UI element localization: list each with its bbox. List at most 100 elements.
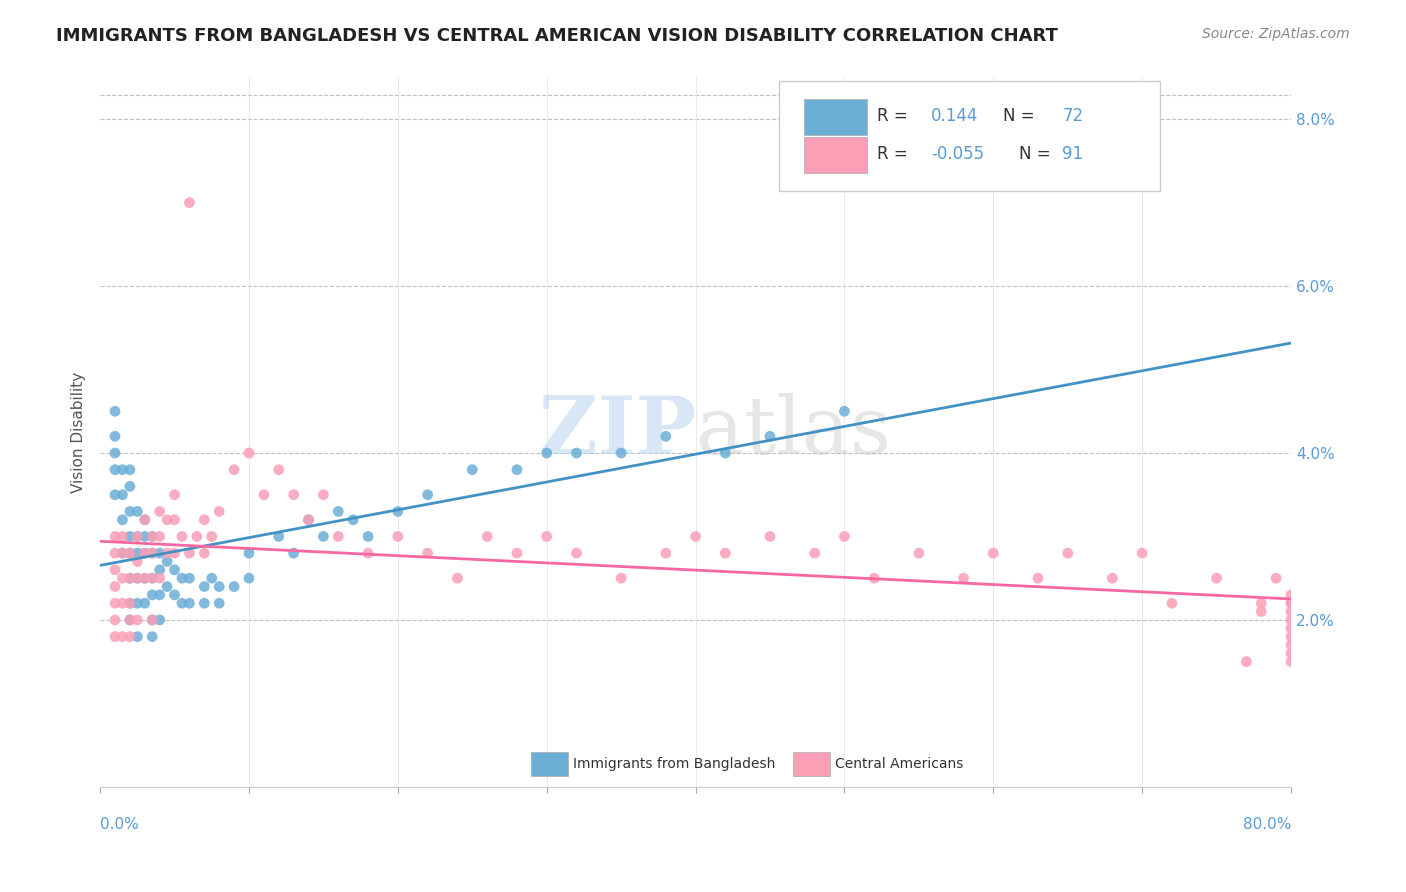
Point [104,596,127,610]
Point [104,429,127,443]
Point [156,554,179,568]
Point [111,596,134,610]
Point [759,529,782,543]
Point [1279,588,1302,602]
Text: R =: R = [876,107,912,126]
Point [163,563,186,577]
Point [759,429,782,443]
Point [1279,596,1302,610]
Point [238,546,260,560]
Point [328,529,350,543]
Text: 0.144: 0.144 [931,107,979,126]
Point [475,529,498,543]
Point [1279,655,1302,669]
Point [267,463,290,477]
Point [297,513,319,527]
Text: 91: 91 [1063,145,1084,163]
Point [1279,646,1302,660]
Point [156,580,179,594]
Point [342,513,364,527]
Point [1265,571,1288,585]
Point [685,529,707,543]
Point [312,529,335,543]
Point [610,446,633,460]
Point [111,529,134,543]
Text: 72: 72 [1063,107,1084,126]
Point [1279,596,1302,610]
Point [416,546,439,560]
Point [1279,613,1302,627]
Point [193,546,215,560]
Text: Central Americans: Central Americans [835,757,963,772]
FancyBboxPatch shape [779,81,1160,191]
Point [104,546,127,560]
Point [536,446,558,460]
FancyBboxPatch shape [793,752,830,776]
Point [163,588,186,602]
Point [134,571,156,585]
Point [118,571,141,585]
Point [387,504,409,518]
Point [201,529,224,543]
Point [506,546,529,560]
Point [803,546,825,560]
Point [127,554,149,568]
Point [208,504,231,518]
Point [134,513,156,527]
Point [111,546,134,560]
Point [163,546,186,560]
Point [834,529,856,543]
Text: IMMIGRANTS FROM BANGLADESH VS CENTRAL AMERICAN VISION DISABILITY CORRELATION CHA: IMMIGRANTS FROM BANGLADESH VS CENTRAL AM… [56,27,1059,45]
Text: 80.0%: 80.0% [1243,817,1291,832]
Point [193,596,215,610]
Point [179,571,201,585]
Point [149,529,172,543]
Point [111,513,134,527]
Point [193,513,215,527]
Text: Immigrants from Bangladesh: Immigrants from Bangladesh [572,757,775,772]
Point [170,571,193,585]
Point [170,596,193,610]
Point [565,546,588,560]
Point [170,529,193,543]
Point [253,488,276,502]
Text: Source: ZipAtlas.com: Source: ZipAtlas.com [1202,27,1350,41]
Point [328,504,350,518]
Point [127,546,149,560]
Point [714,446,737,460]
Point [127,613,149,627]
Point [118,546,141,560]
Text: N =: N = [1019,145,1056,163]
Point [141,529,163,543]
Point [224,580,246,594]
Point [1205,571,1227,585]
Point [141,571,163,585]
Y-axis label: Vision Disability: Vision Disability [72,371,86,492]
Point [134,529,156,543]
Point [1279,638,1302,652]
Point [149,546,172,560]
Point [118,546,141,560]
Point [118,596,141,610]
Point [127,571,149,585]
Point [283,488,305,502]
FancyBboxPatch shape [804,99,868,135]
Point [104,580,127,594]
Text: atlas: atlas [696,393,891,471]
Point [267,529,290,543]
Point [156,513,179,527]
Point [104,488,127,502]
Point [952,571,974,585]
Point [104,529,127,543]
Point [118,504,141,518]
Point [506,463,529,477]
Point [104,613,127,627]
Point [387,529,409,543]
Point [134,596,156,610]
Point [565,446,588,460]
Point [127,630,149,644]
Point [461,463,484,477]
Point [163,513,186,527]
Point [111,571,134,585]
Point [179,546,201,560]
